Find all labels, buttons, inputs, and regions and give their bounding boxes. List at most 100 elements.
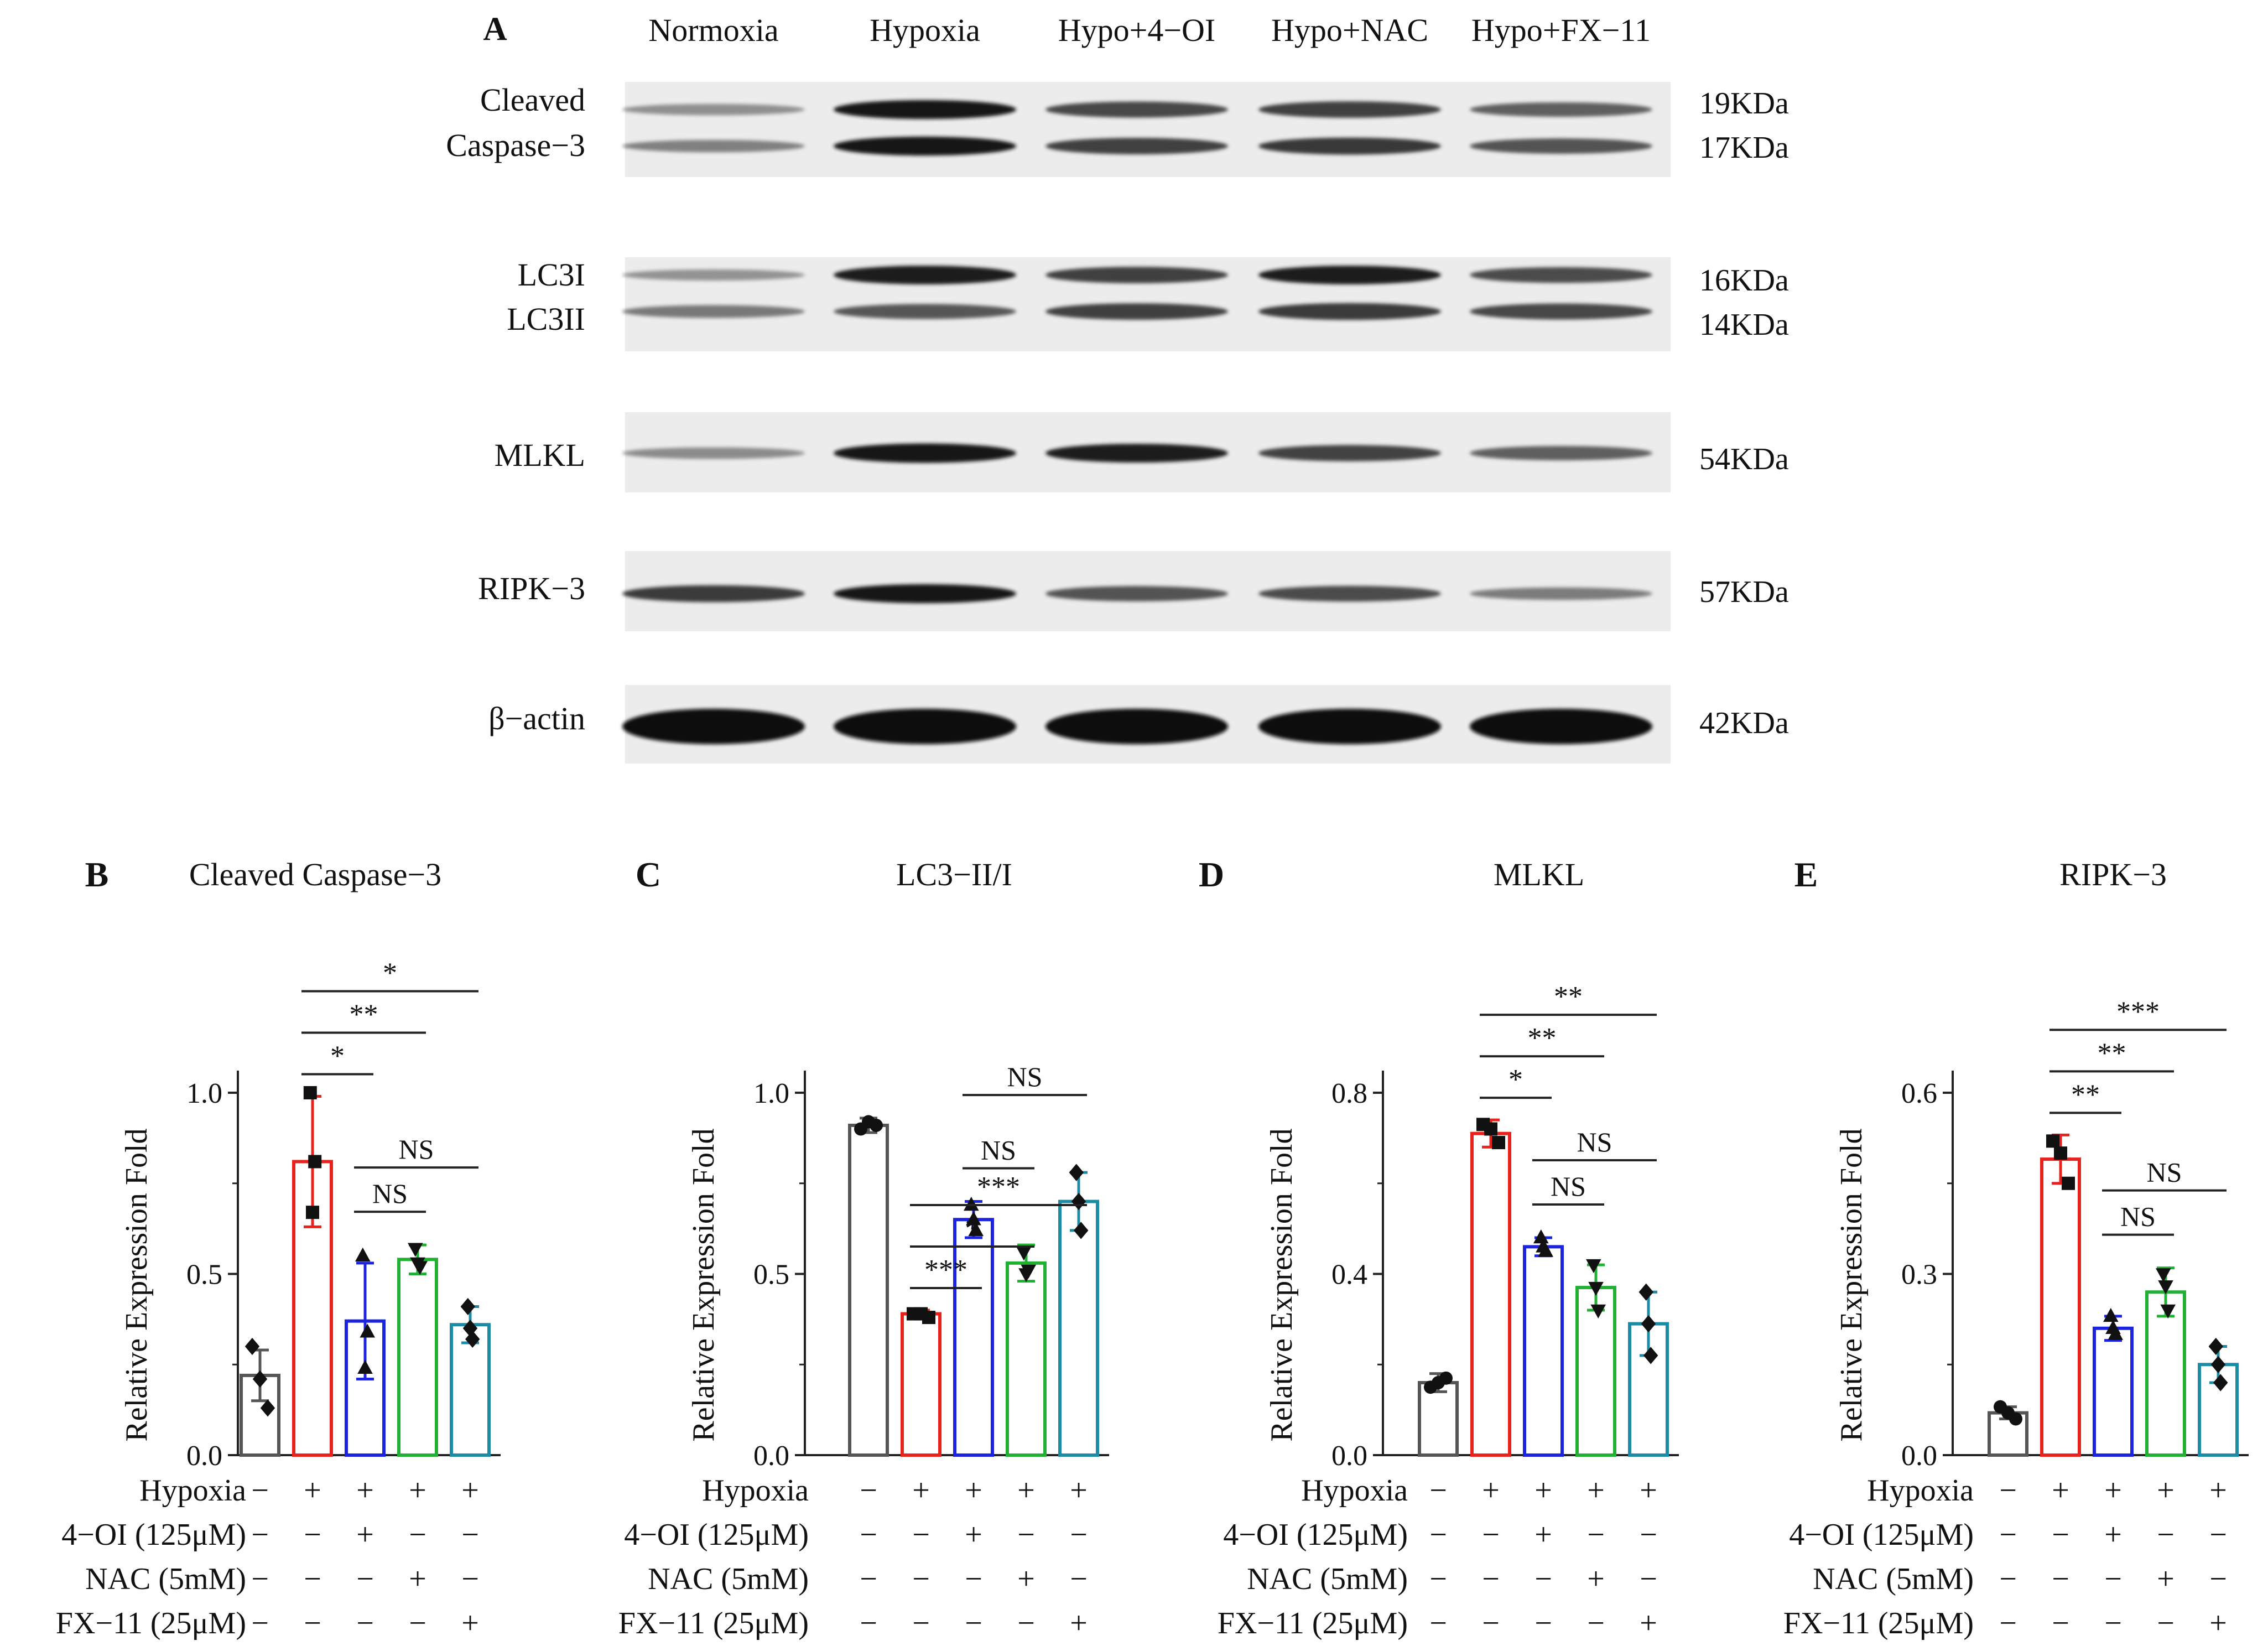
condition-sign: − xyxy=(1429,1562,1447,1596)
significance-label: NS xyxy=(2147,1157,2182,1188)
y-tick-label: 0.8 xyxy=(1331,1078,1367,1109)
condition-sign: + xyxy=(356,1518,374,1552)
molecular-weight-label: 54KDa xyxy=(1699,442,1789,476)
condition-sign: − xyxy=(1999,1518,2017,1552)
condition-label: 4−OI (125μM) xyxy=(624,1518,809,1552)
significance-label: NS xyxy=(399,1134,434,1165)
condition-label: 4−OI (125μM) xyxy=(1789,1518,1974,1552)
data-point xyxy=(1586,1259,1601,1274)
condition-sign: − xyxy=(2052,1606,2069,1640)
bar xyxy=(1470,1131,1511,1457)
condition-sign: − xyxy=(1070,1562,1088,1596)
molecular-weight-label: 57KDa xyxy=(1699,575,1789,609)
data-point xyxy=(1069,1164,1084,1181)
lane-label: Normoxia xyxy=(648,12,778,48)
condition-sign: + xyxy=(304,1473,321,1508)
blot-band xyxy=(1470,267,1652,283)
condition-sign: − xyxy=(965,1606,982,1640)
significance-label: ** xyxy=(1554,981,1583,1013)
data-point xyxy=(914,1307,928,1321)
condition-sign: − xyxy=(2104,1606,2122,1640)
data-point xyxy=(2208,1337,2223,1356)
blot-band xyxy=(834,266,1016,284)
blot-band xyxy=(834,136,1016,156)
condition-sign: + xyxy=(1017,1562,1035,1596)
data-point xyxy=(2156,1268,2171,1283)
protein-label: Cleaved xyxy=(480,82,585,118)
condition-sign: − xyxy=(461,1518,479,1552)
bar xyxy=(2040,1157,2081,1457)
blot-band xyxy=(622,103,805,116)
data-point xyxy=(1074,1222,1089,1239)
condition-sign: − xyxy=(356,1562,374,1596)
data-point xyxy=(1492,1136,1505,1150)
blot-band xyxy=(622,709,805,744)
blot-band xyxy=(1045,444,1228,463)
protein-label: LC3II xyxy=(507,301,585,337)
condition-sign: + xyxy=(1070,1606,1088,1640)
blot-band xyxy=(1470,303,1652,320)
blot-band xyxy=(1470,138,1652,154)
condition-sign: − xyxy=(251,1562,269,1596)
condition-sign: − xyxy=(304,1518,321,1552)
condition-sign: + xyxy=(2104,1473,2122,1508)
significance-label: NS xyxy=(372,1178,408,1209)
condition-label: Hypoxia xyxy=(702,1473,809,1508)
significance-label: NS xyxy=(1551,1171,1586,1202)
data-point xyxy=(462,1320,478,1337)
condition-sign: − xyxy=(461,1562,479,1596)
data-point xyxy=(1016,1247,1032,1261)
condition-sign: + xyxy=(1534,1473,1552,1508)
condition-sign: − xyxy=(1017,1518,1035,1552)
condition-sign: − xyxy=(304,1606,321,1640)
condition-sign: + xyxy=(1587,1562,1605,1596)
condition-sign: − xyxy=(2209,1562,2227,1596)
condition-sign: + xyxy=(356,1473,374,1508)
chart-title: Cleaved Caspase−3 xyxy=(189,856,441,892)
condition-sign: − xyxy=(912,1606,930,1640)
significance-label: * xyxy=(383,958,397,989)
data-point xyxy=(1590,1304,1606,1318)
condition-sign: − xyxy=(2157,1518,2175,1552)
bar-chart-cleaved-caspase3: B Cleaved Caspase−3 Relative Expression Fo… xyxy=(56,855,501,1640)
data-point xyxy=(357,1359,373,1374)
y-tick-label: 0.3 xyxy=(1901,1259,1937,1291)
panel-letter: C xyxy=(636,855,661,894)
significance-label: * xyxy=(1508,1064,1523,1096)
condition-label: NAC (5mM) xyxy=(1813,1562,1974,1596)
data-point xyxy=(1641,1315,1656,1333)
significance-label: NS xyxy=(981,1135,1016,1166)
data-point xyxy=(245,1337,260,1356)
condition-sign: − xyxy=(1017,1606,1035,1640)
blot-band xyxy=(1470,445,1652,461)
data-point xyxy=(308,1155,322,1169)
protein-label: MLKL xyxy=(495,437,585,473)
blot-band xyxy=(622,305,805,318)
bar xyxy=(848,1123,889,1457)
y-axis-label: Relative Expression Fold xyxy=(1265,1128,1299,1441)
significance-label: NS xyxy=(1007,1061,1043,1092)
lane-label: Hypoxia xyxy=(870,12,980,48)
condition-sign: − xyxy=(1070,1518,1088,1552)
bar xyxy=(1058,1200,1099,1457)
condition-sign: − xyxy=(2052,1518,2069,1552)
condition-sign: + xyxy=(965,1473,982,1508)
condition-sign: − xyxy=(409,1518,426,1552)
data-point xyxy=(1018,1268,1034,1283)
bar-chart-ripk3: E RIPK−3 Relative Expression Fold 0.0 0.3 0.6… xyxy=(1783,855,2249,1640)
bar xyxy=(2093,1326,2134,1457)
data-point xyxy=(1484,1122,1497,1136)
data-point xyxy=(2213,1374,2228,1392)
condition-sign: + xyxy=(2104,1518,2122,1552)
bar xyxy=(1418,1381,1459,1457)
condition-sign: + xyxy=(1640,1473,1657,1508)
data-point xyxy=(2210,1356,2226,1373)
data-point xyxy=(1071,1192,1086,1211)
condition-label: Hypoxia xyxy=(139,1473,246,1508)
y-tick-label: 0.6 xyxy=(1901,1078,1937,1109)
data-point xyxy=(260,1399,275,1417)
bar xyxy=(1523,1245,1564,1457)
blot-band xyxy=(1045,586,1228,601)
blot-band xyxy=(834,709,1016,744)
significance-label: ** xyxy=(2071,1079,2100,1110)
